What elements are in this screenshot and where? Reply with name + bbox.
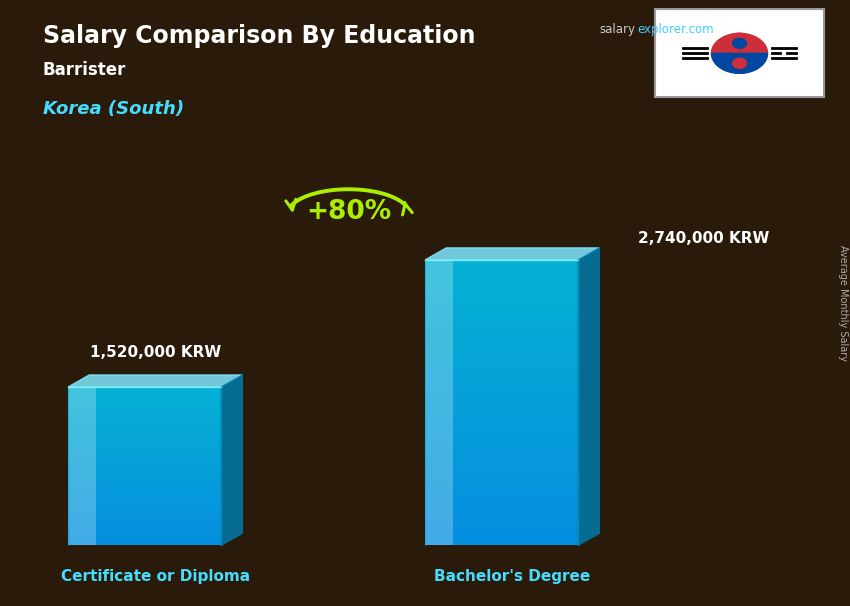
Bar bbox=[425, 260, 452, 545]
Bar bbox=[68, 508, 221, 514]
Bar bbox=[425, 536, 578, 545]
Bar bbox=[425, 431, 578, 441]
Bar bbox=[425, 412, 578, 422]
Bar bbox=[425, 517, 578, 527]
Bar bbox=[425, 374, 578, 384]
Bar bbox=[68, 440, 221, 445]
Circle shape bbox=[733, 58, 746, 68]
Bar bbox=[68, 398, 221, 403]
Bar bbox=[68, 387, 221, 392]
Bar bbox=[68, 387, 95, 545]
Bar bbox=[68, 429, 221, 435]
Bar bbox=[68, 471, 221, 477]
Polygon shape bbox=[425, 248, 599, 260]
Bar bbox=[68, 461, 221, 466]
Bar bbox=[425, 507, 578, 517]
Bar bbox=[425, 270, 578, 279]
Bar bbox=[425, 365, 578, 374]
Circle shape bbox=[725, 33, 753, 53]
Text: salary: salary bbox=[600, 23, 636, 36]
Polygon shape bbox=[711, 33, 768, 53]
Bar bbox=[68, 408, 221, 413]
Text: +80%: +80% bbox=[306, 199, 391, 225]
Text: Barrister: Barrister bbox=[42, 61, 126, 79]
Bar bbox=[425, 422, 578, 431]
Bar bbox=[425, 488, 578, 498]
Bar bbox=[68, 503, 221, 508]
Bar bbox=[68, 477, 221, 482]
Bar bbox=[68, 530, 221, 535]
Bar bbox=[68, 419, 221, 424]
Bar bbox=[425, 384, 578, 393]
Bar bbox=[425, 527, 578, 536]
Text: Korea (South): Korea (South) bbox=[42, 100, 184, 118]
Bar bbox=[425, 403, 578, 412]
Bar bbox=[425, 260, 578, 270]
Bar bbox=[68, 450, 221, 456]
Circle shape bbox=[733, 38, 746, 48]
Bar bbox=[425, 327, 578, 336]
Text: 1,520,000 KRW: 1,520,000 KRW bbox=[89, 345, 221, 360]
Bar bbox=[425, 393, 578, 403]
Bar bbox=[68, 466, 221, 471]
FancyBboxPatch shape bbox=[654, 9, 824, 97]
Text: Average Monthly Salary: Average Monthly Salary bbox=[838, 245, 848, 361]
Bar bbox=[425, 336, 578, 345]
Bar bbox=[68, 519, 221, 524]
Bar bbox=[425, 450, 578, 460]
Circle shape bbox=[725, 53, 753, 73]
Polygon shape bbox=[68, 375, 242, 387]
Bar bbox=[425, 441, 578, 450]
Bar bbox=[68, 403, 221, 408]
Bar bbox=[68, 514, 221, 519]
Bar bbox=[68, 392, 221, 398]
Polygon shape bbox=[578, 248, 599, 545]
Bar bbox=[68, 456, 221, 461]
Text: Salary Comparison By Education: Salary Comparison By Education bbox=[42, 24, 475, 48]
Bar bbox=[425, 288, 578, 298]
Bar bbox=[68, 524, 221, 530]
Bar bbox=[68, 413, 221, 419]
Polygon shape bbox=[221, 375, 242, 545]
Bar bbox=[68, 424, 221, 429]
Bar bbox=[68, 493, 221, 498]
Bar bbox=[68, 535, 221, 540]
Bar bbox=[68, 445, 221, 450]
Text: explorer.com: explorer.com bbox=[638, 23, 714, 36]
Text: Certificate or Diploma: Certificate or Diploma bbox=[60, 570, 250, 584]
Bar bbox=[425, 469, 578, 479]
Bar bbox=[68, 482, 221, 487]
Bar bbox=[68, 540, 221, 545]
Bar bbox=[425, 317, 578, 327]
Bar bbox=[425, 355, 578, 365]
Bar bbox=[425, 498, 578, 507]
Bar bbox=[68, 487, 221, 493]
Bar bbox=[68, 435, 221, 440]
Text: 2,740,000 KRW: 2,740,000 KRW bbox=[638, 231, 769, 246]
Bar bbox=[68, 498, 221, 503]
Bar bbox=[425, 308, 578, 317]
Bar bbox=[425, 298, 578, 308]
Bar bbox=[425, 345, 578, 355]
Bar bbox=[425, 479, 578, 488]
Bar bbox=[425, 279, 578, 288]
Bar bbox=[425, 460, 578, 469]
Polygon shape bbox=[711, 53, 768, 73]
Text: Bachelor's Degree: Bachelor's Degree bbox=[434, 570, 590, 584]
